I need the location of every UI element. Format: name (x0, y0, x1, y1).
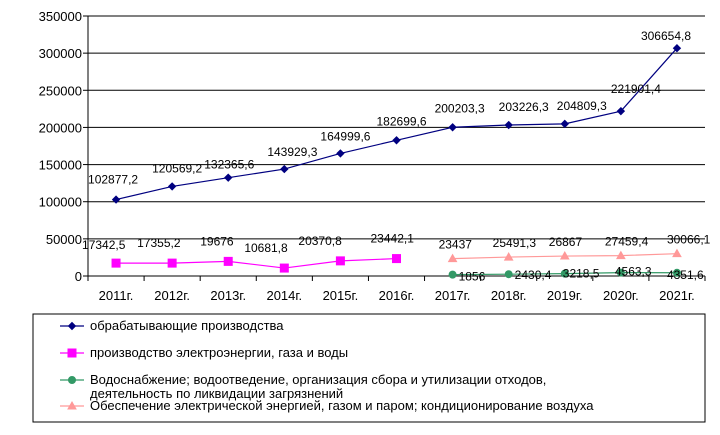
data-label: 17342,5 (82, 238, 126, 252)
y-tick-label: 200000 (39, 120, 82, 135)
data-label: 182699,6 (377, 114, 427, 128)
legend-marker (68, 376, 76, 384)
data-label: 204809,3 (557, 99, 607, 113)
gridlines (88, 15, 705, 240)
y-axis-ticks: 0 50000 100000 150000 200000 250000 300000 3500… (39, 9, 82, 284)
data-label: 200203,3 (435, 101, 485, 115)
data-label: 25491,3 (493, 236, 537, 250)
x-tick-label: 2017г. (435, 288, 471, 303)
data-label: 221901,4 (611, 82, 661, 96)
x-tick-label: 2021г. (659, 288, 695, 303)
data-point (560, 269, 569, 278)
x-tick-label: 2014г. (266, 288, 302, 303)
data-label: 132365,6 (204, 158, 254, 172)
data-point (167, 258, 177, 268)
data-point (616, 250, 626, 260)
data-point (504, 270, 513, 279)
data-label: 26867 (549, 235, 583, 249)
x-axis-ticks: 2011г. 2012г. 2013г. 2014г. 2015г. 2016г. 2017… (99, 288, 695, 303)
data-point (335, 256, 345, 266)
data-point (392, 136, 401, 145)
legend: обрабатывающие производства производство … (32, 313, 706, 423)
legend-marker (67, 400, 77, 410)
data-point (280, 164, 289, 174)
data-label: 17355,2 (137, 236, 181, 250)
x-tick-label: 2020г. (603, 288, 639, 303)
legend-entry: Обеспечение электрической энергией, газо… (90, 398, 594, 413)
x-tick-label: 2013г. (210, 288, 246, 303)
y-tick-label: 100000 (39, 195, 82, 210)
legend-entry: Водоснабжение; водоотведение, организаци… (90, 372, 546, 401)
series (111, 43, 682, 279)
data-label: 30066,1 (667, 233, 711, 247)
data-point (616, 268, 625, 277)
data-label: 23437 (439, 238, 473, 252)
x-tick-label: 2015г. (323, 288, 359, 303)
data-point (111, 195, 121, 204)
data-point (616, 106, 626, 116)
legend-entry: производство электроэнергии, газа и воды (90, 345, 348, 360)
y-tick-label: 150000 (39, 158, 82, 173)
data-labels: 102877,2 120569,2 132365,6 143929,3164999,6… (82, 29, 711, 283)
data-label: 1856 (459, 270, 486, 284)
data-label: 306654,8 (641, 29, 691, 43)
x-tick-label: 2019г. (547, 288, 583, 303)
data-label: 2430,4 (515, 268, 552, 282)
legend-marker (67, 321, 77, 331)
data-point (392, 254, 401, 264)
x-tick-label: 2012г. (154, 288, 190, 303)
data-label: 4563,3 (615, 265, 652, 279)
y-tick-label: 50000 (46, 232, 82, 247)
y-tick-label: 250000 (39, 83, 82, 98)
data-label: 19676 (200, 234, 234, 248)
x-tick-label: 2018г. (491, 288, 527, 303)
data-label: 27459,4 (605, 235, 649, 249)
data-label: 10681,8 (244, 241, 288, 255)
y-tick-label: 350000 (39, 9, 82, 24)
data-label: 3218,5 (563, 267, 600, 281)
data-point (447, 253, 458, 263)
data-point (672, 248, 682, 258)
data-label: 102877,2 (88, 173, 138, 187)
data-point (503, 252, 514, 261)
data-label: 143929,3 (267, 145, 317, 159)
legend-marker (67, 348, 77, 358)
data-label: 23442,1 (371, 232, 415, 246)
axes (83, 15, 706, 281)
x-tick-label: 2016г. (379, 288, 415, 303)
legend-box (32, 313, 706, 423)
data-point (111, 258, 121, 268)
data-point (448, 123, 457, 132)
data-point (504, 120, 513, 130)
data-point (223, 256, 233, 266)
x-tick-label: 2011г. (99, 288, 134, 303)
data-label: 4351,6 (667, 268, 704, 282)
data-point (559, 251, 570, 260)
data-point (224, 173, 233, 182)
data-point (560, 119, 569, 129)
data-label: 120569,2 (152, 161, 202, 175)
data-label: 164999,6 (320, 129, 370, 143)
data-point (279, 263, 289, 273)
y-tick-label: 0 (75, 269, 82, 284)
data-label: 203226,3 (499, 100, 549, 114)
series-line (116, 257, 397, 269)
data-point (336, 149, 345, 158)
data-point (672, 43, 682, 53)
data-point (448, 270, 457, 279)
data-label: 20370,8 (298, 234, 342, 248)
data-point (672, 268, 681, 277)
data-point (167, 182, 177, 191)
legend-entry: обрабатывающие производства (90, 318, 284, 333)
y-tick-label: 300000 (39, 46, 82, 61)
